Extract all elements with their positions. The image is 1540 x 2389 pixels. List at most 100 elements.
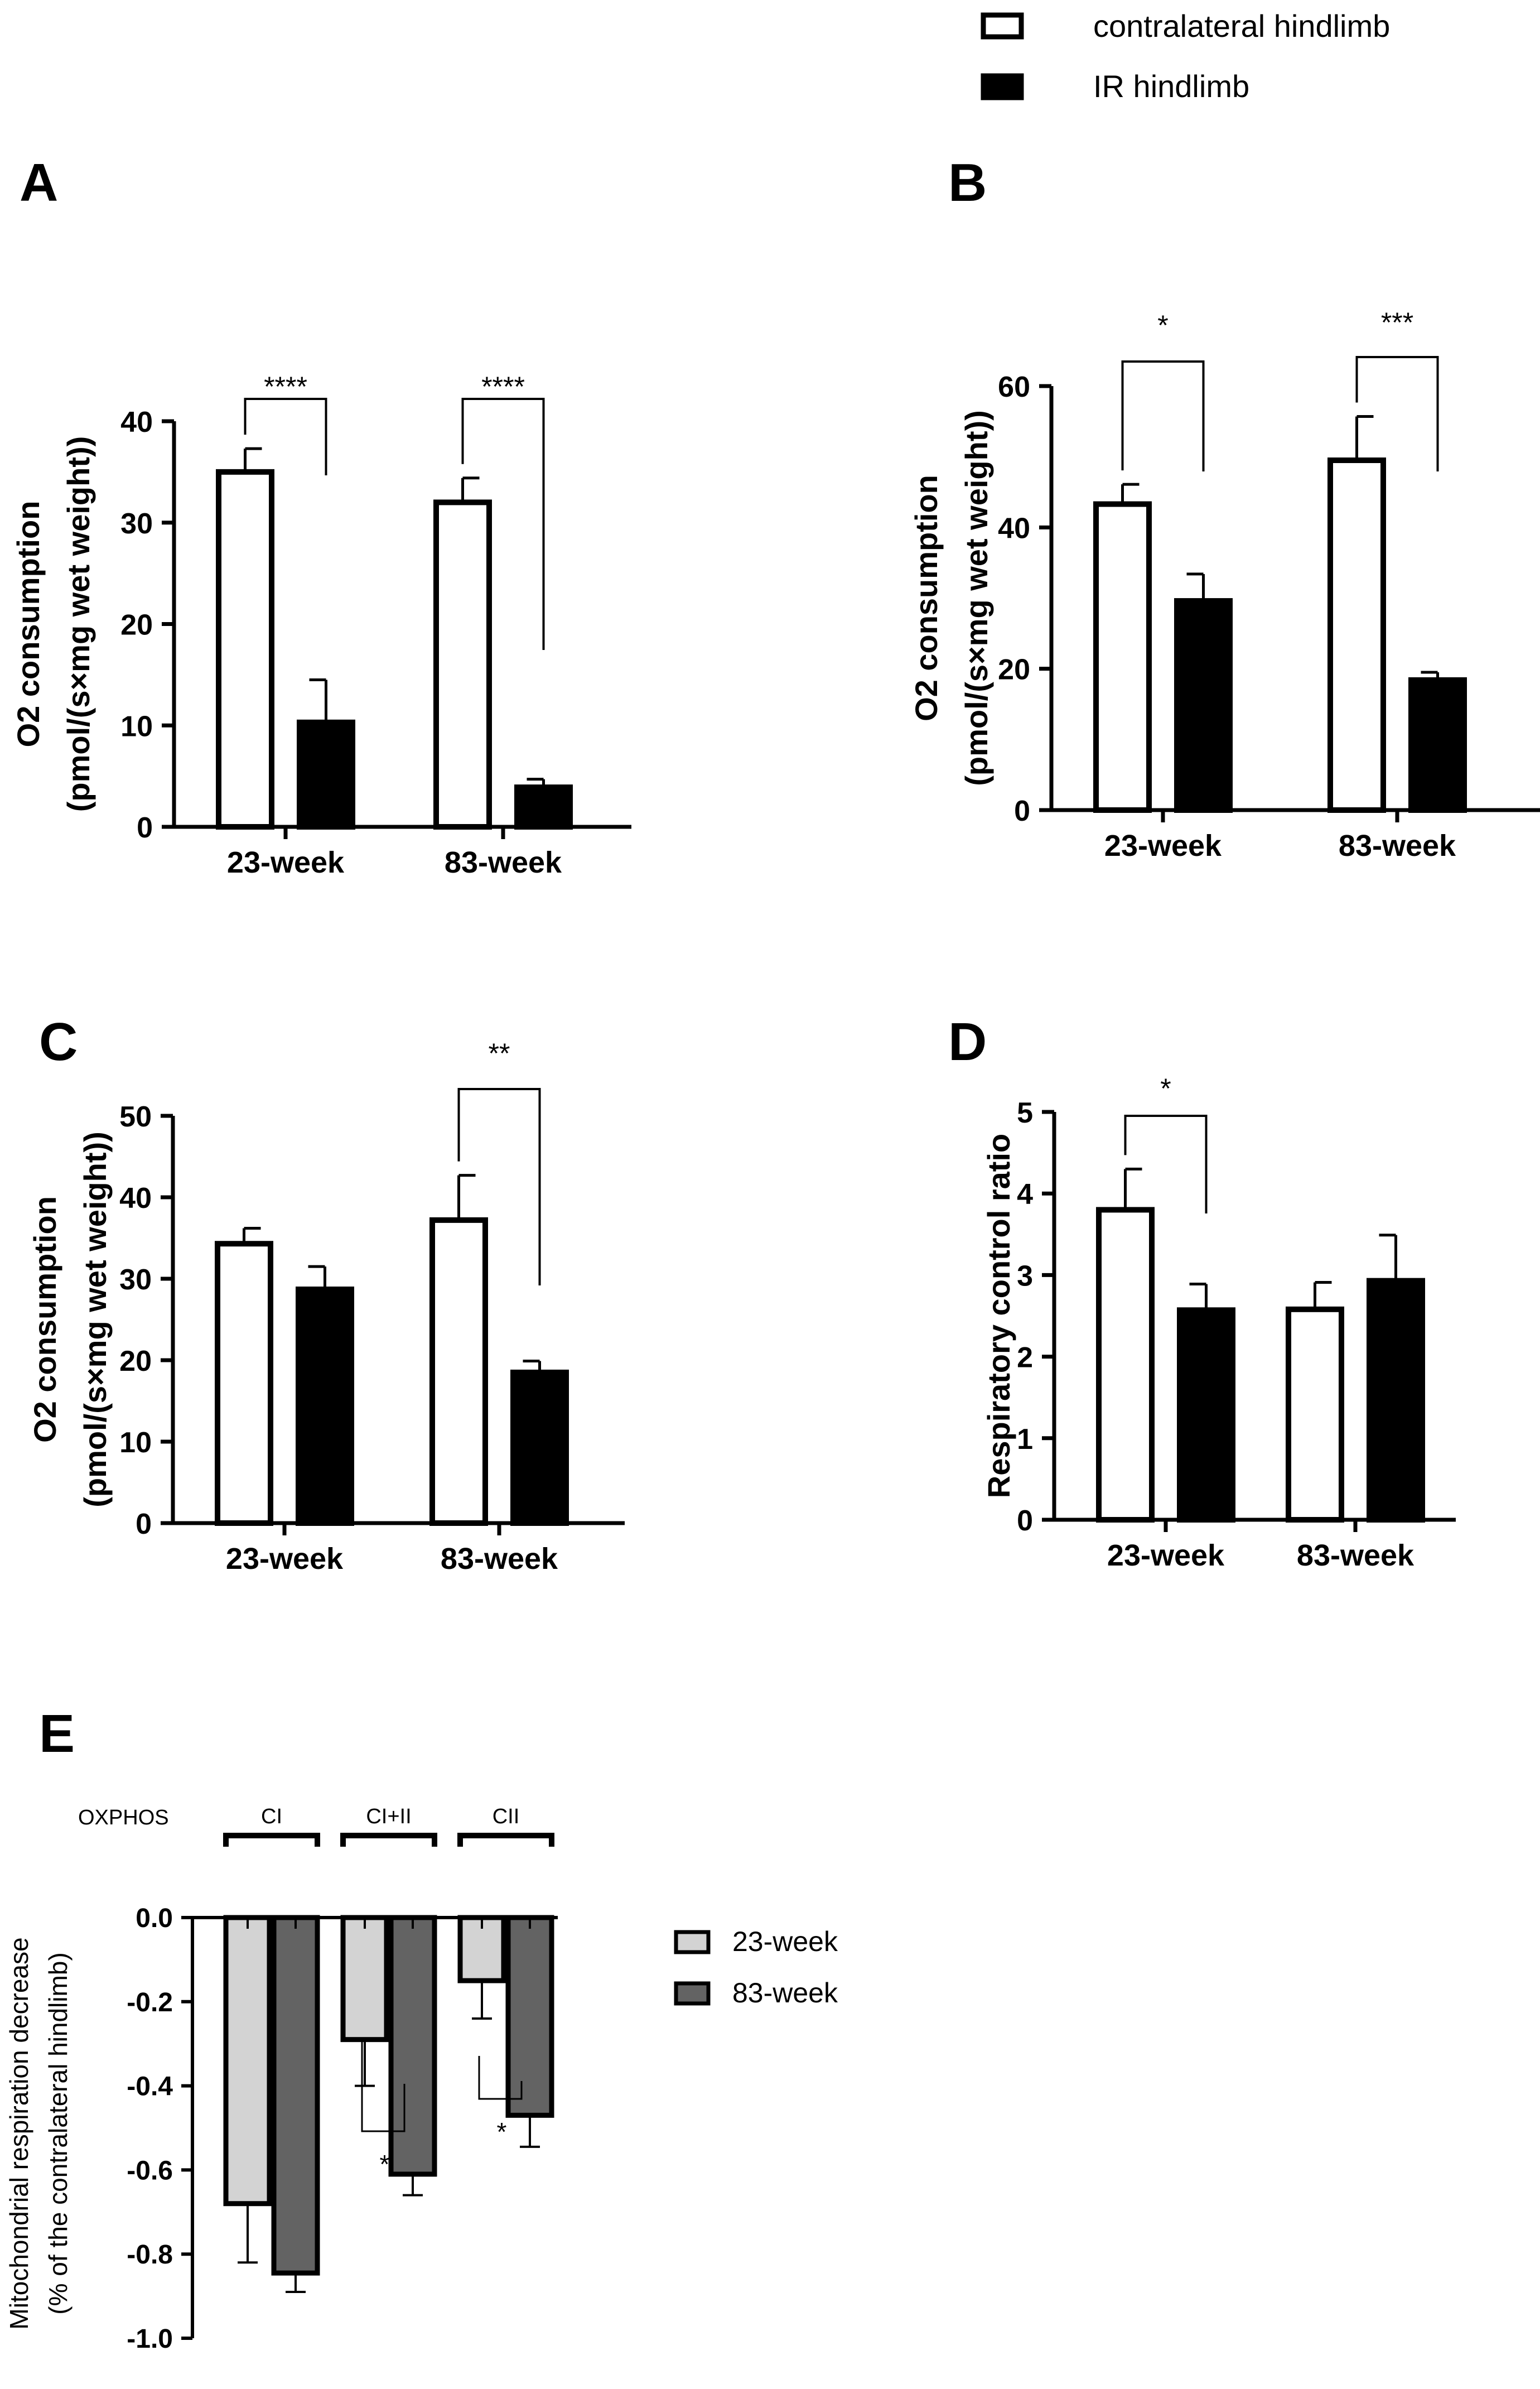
x-tick-label: 23-week bbox=[226, 1542, 344, 1576]
significance-bracket bbox=[478, 2056, 523, 2100]
bar bbox=[433, 499, 492, 830]
bar bbox=[514, 784, 573, 830]
x-tick-label: 23-week bbox=[1104, 829, 1222, 863]
y-tick-label: -1.0 bbox=[127, 2324, 173, 2354]
x-tick-label: 83-week bbox=[441, 1542, 558, 1576]
y-tick-label: 3 bbox=[1017, 1260, 1033, 1292]
y-axis-title: O2 consumption bbox=[909, 475, 944, 721]
legend-label-ir: IR hindlimb bbox=[1093, 69, 1249, 104]
y-tick-label: 30 bbox=[120, 508, 153, 540]
y-axis-title: Mitochondrial respiration decrease bbox=[4, 1937, 33, 2329]
category-label: CI+II bbox=[366, 1805, 411, 1828]
bar bbox=[1367, 1278, 1425, 1523]
bar bbox=[1286, 1306, 1344, 1523]
significance-label: * bbox=[380, 2150, 390, 2179]
x-tick-label: 83-week bbox=[1297, 1539, 1415, 1572]
significance-bracket bbox=[361, 2042, 405, 2132]
y-tick-label: 0 bbox=[1017, 1505, 1033, 1537]
bar bbox=[215, 1241, 273, 1526]
bar bbox=[1096, 1207, 1155, 1523]
x-tick-label: 83-week bbox=[1339, 829, 1456, 863]
y-tick-label: 60 bbox=[998, 371, 1030, 403]
y-tick-label: 2 bbox=[1017, 1342, 1033, 1374]
legend-swatch-ir bbox=[981, 73, 1024, 100]
y-tick-label: 40 bbox=[119, 1182, 152, 1215]
bar bbox=[429, 1217, 488, 1526]
significance-bracket bbox=[461, 398, 545, 650]
y-tick-label: 0 bbox=[1014, 795, 1030, 827]
y-axis-title: O2 consumption bbox=[11, 501, 46, 748]
y-tick-label: 30 bbox=[119, 1264, 152, 1296]
significance-bracket bbox=[1355, 356, 1439, 471]
y-tick-label: 1 bbox=[1017, 1423, 1033, 1456]
category-bracket bbox=[340, 1833, 437, 1847]
panel-label-e: E bbox=[39, 1704, 75, 1764]
significance-label: * bbox=[497, 2117, 507, 2146]
significance-label: *** bbox=[1381, 307, 1413, 338]
y-tick-label: 0 bbox=[136, 1508, 152, 1540]
group-header-label: OXPHOS bbox=[78, 1806, 169, 1829]
y-tick-label: 40 bbox=[120, 406, 153, 439]
significance-label: ** bbox=[489, 1038, 510, 1069]
y-tick-label: 20 bbox=[998, 654, 1030, 686]
y-tick-label: -0.4 bbox=[127, 2072, 173, 2102]
y-tick-label: 10 bbox=[119, 1427, 152, 1459]
y-tick-label: 50 bbox=[119, 1101, 152, 1133]
bar bbox=[1408, 677, 1467, 813]
x-tick-label: 83-week bbox=[445, 846, 562, 879]
y-axis-title: Respiratory control ratio bbox=[981, 1134, 1016, 1498]
bar bbox=[388, 1915, 437, 2177]
chart-e: 0.0 -0.2 -0.4 -0.6 -0.8 -1.0 Mitochondrial res… bbox=[4, 1805, 838, 2354]
bar bbox=[510, 1369, 569, 1526]
legend-label-contralateral: contralateral hindlimb bbox=[1093, 8, 1390, 44]
significance-label: **** bbox=[264, 371, 307, 402]
y-tick-label: 10 bbox=[120, 710, 153, 743]
significance-bracket bbox=[244, 398, 327, 475]
panel-label-b: B bbox=[948, 153, 987, 213]
bar bbox=[1093, 501, 1152, 813]
bar bbox=[271, 1915, 320, 2276]
y-tick-label: 20 bbox=[120, 609, 153, 642]
y-tick-label: -0.6 bbox=[127, 2156, 173, 2185]
category-label: CI bbox=[261, 1805, 282, 1828]
bar bbox=[1327, 457, 1386, 813]
bar bbox=[340, 1915, 389, 2043]
category-bracket bbox=[223, 1833, 320, 1847]
y-tick-label: 4 bbox=[1017, 1178, 1033, 1211]
legend-label: 83-week bbox=[732, 1977, 838, 2009]
bar bbox=[297, 719, 355, 830]
significance-label: * bbox=[1160, 1073, 1171, 1104]
y-axis-subtitle: (pmol/(s×mg wet weight)) bbox=[959, 410, 994, 786]
significance-label: **** bbox=[481, 371, 525, 402]
panel-label-a: A bbox=[20, 153, 58, 213]
x-tick-label: 23-week bbox=[227, 846, 345, 879]
y-axis-title: O2 consumption bbox=[27, 1196, 62, 1443]
y-tick-label: 5 bbox=[1017, 1097, 1033, 1129]
x-tick-label: 23-week bbox=[1107, 1539, 1225, 1572]
category-label: CII bbox=[493, 1805, 520, 1828]
bar bbox=[505, 1915, 554, 2118]
y-tick-label: -0.8 bbox=[127, 2240, 173, 2270]
legend-swatch bbox=[674, 1930, 711, 1954]
significance-bracket bbox=[457, 1088, 541, 1285]
top-legend: contralateral hindlimb IR hindlimb bbox=[981, 8, 1390, 104]
category-bracket bbox=[457, 1833, 554, 1847]
bar bbox=[1174, 598, 1233, 813]
legend-label: 23-week bbox=[732, 1926, 838, 1957]
chart-b: 0 20 40 60 O2 consumption (pmol/(s×mg wet wei… bbox=[909, 307, 1540, 863]
y-axis-subtitle: (pmol/(s×mg wet weight)) bbox=[61, 436, 96, 812]
bar bbox=[223, 1915, 272, 2207]
y-tick-label: 0.0 bbox=[136, 1904, 173, 1933]
legend-swatch bbox=[674, 1981, 711, 2006]
panel-label-c: C bbox=[39, 1012, 78, 1072]
chart-a: 0 10 20 30 40 O2 consumption (pmol/(s×mg wet w… bbox=[11, 371, 631, 879]
bar bbox=[216, 469, 274, 830]
bar bbox=[1177, 1307, 1235, 1523]
chart-c: 0 10 20 30 40 50 O2 consumption (pmol/(s×mg wet… bbox=[27, 1038, 625, 1576]
significance-bracket bbox=[1121, 360, 1205, 471]
legend-swatch-contralateral bbox=[981, 12, 1024, 40]
y-tick-label: 20 bbox=[119, 1345, 152, 1377]
y-tick-label: 40 bbox=[998, 512, 1030, 545]
